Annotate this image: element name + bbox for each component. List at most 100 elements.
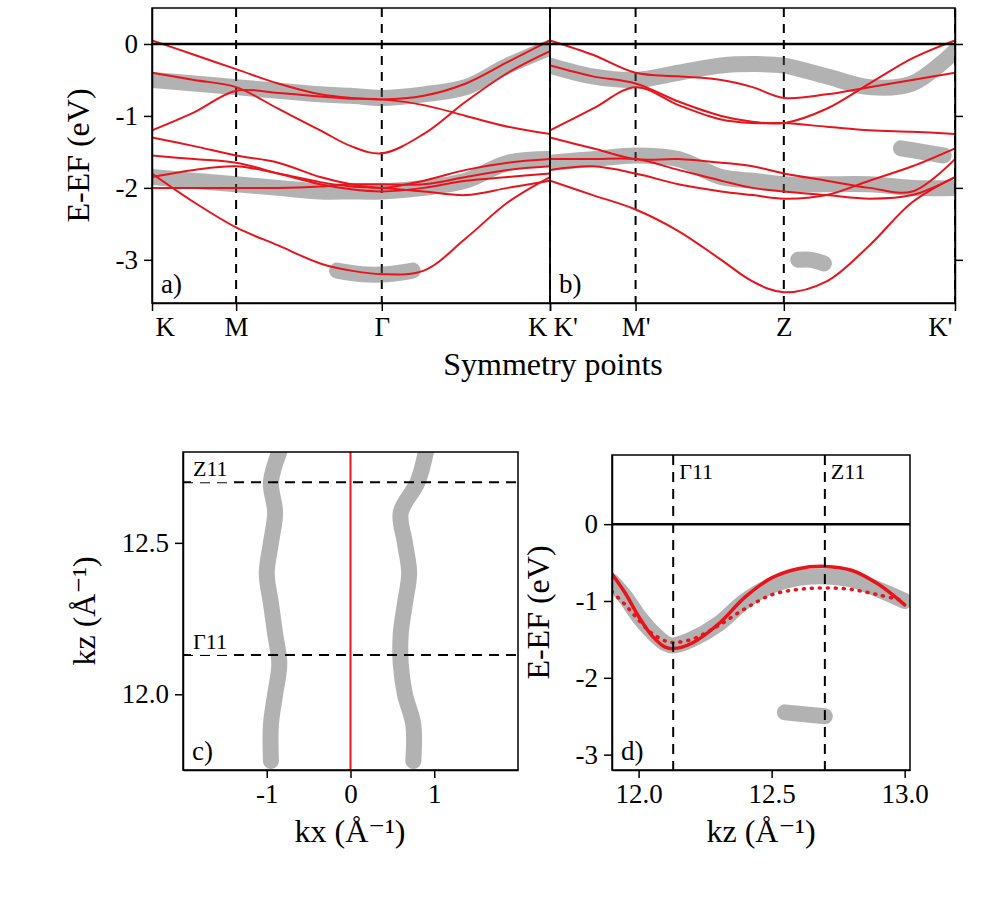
panel: -10112.012.5kx (Å⁻¹)kz (Å⁻¹)Z11Γ11c) bbox=[66, 452, 518, 849]
axis-line bbox=[152, 9, 154, 304]
grid-line bbox=[381, 8, 383, 303]
y-tick: 0 bbox=[125, 29, 153, 59]
y-tick bbox=[955, 116, 963, 117]
x-tick: K' bbox=[551, 303, 578, 342]
annotation-line bbox=[183, 481, 518, 483]
panel-letter: a) bbox=[161, 269, 182, 299]
tick-mark bbox=[434, 770, 436, 778]
tick-label: 12.5 bbox=[122, 528, 169, 558]
label-background bbox=[829, 458, 868, 485]
tick-mark bbox=[955, 260, 963, 262]
band-line bbox=[550, 40, 955, 123]
x-tick: 1 bbox=[428, 770, 442, 809]
x-tick: M' bbox=[622, 303, 651, 342]
tick-mark bbox=[955, 188, 963, 190]
y-tick: -1 bbox=[576, 586, 613, 616]
label-background bbox=[159, 268, 184, 300]
axis-line bbox=[955, 9, 957, 304]
plot-area bbox=[183, 452, 518, 770]
tick-label: Γ bbox=[374, 312, 390, 342]
axis-title: kz (Å⁻¹) bbox=[66, 556, 102, 665]
tick-mark bbox=[267, 770, 269, 778]
panel: 12.012.513.00-1-2-3kz (Å⁻¹)E-EF (eV)Γ11Z… bbox=[520, 455, 929, 849]
x-tick: M bbox=[225, 303, 249, 342]
reference-line bbox=[550, 43, 955, 46]
x-tick: Γ bbox=[374, 303, 390, 342]
tick-mark bbox=[175, 543, 183, 545]
tick-label: 0 bbox=[585, 509, 599, 539]
band-line bbox=[612, 566, 905, 648]
y-tick: -2 bbox=[576, 663, 613, 693]
y-axis: 12.012.5 bbox=[122, 453, 184, 771]
x-axis: KMΓK bbox=[153, 303, 551, 342]
plot-frame bbox=[152, 8, 550, 303]
grid-line bbox=[783, 8, 785, 303]
axis-line bbox=[613, 770, 911, 772]
tick-mark bbox=[175, 694, 183, 696]
tick-label: M bbox=[225, 312, 249, 342]
tick-mark bbox=[550, 303, 552, 311]
tick-label: K' bbox=[928, 312, 952, 342]
label-background bbox=[190, 735, 215, 767]
tick-mark bbox=[904, 770, 906, 778]
tick-label: -2 bbox=[576, 663, 599, 693]
tick-mark bbox=[604, 601, 612, 603]
tick-mark bbox=[955, 44, 963, 46]
band-line bbox=[350, 452, 352, 770]
figure: KMΓK0-1-2-3Symmetry pointsE-EF (eV)a)K'M… bbox=[0, 0, 998, 907]
band-line bbox=[550, 158, 955, 198]
tick-label: Z bbox=[776, 312, 793, 342]
axis-title: kz (Å⁻¹) bbox=[706, 813, 815, 849]
y-axis bbox=[955, 9, 963, 304]
tick-label: 0 bbox=[344, 779, 358, 809]
tick-mark bbox=[638, 770, 640, 778]
intensity-band bbox=[400, 452, 426, 761]
band-line bbox=[612, 588, 905, 643]
tick-label: 1 bbox=[428, 779, 442, 809]
panel-letter: b) bbox=[559, 269, 582, 299]
panel-letter: d) bbox=[621, 736, 644, 766]
tick-mark bbox=[152, 303, 154, 311]
band-line bbox=[550, 138, 955, 193]
annotation: Z11 bbox=[193, 456, 228, 481]
y-tick: 0 bbox=[585, 509, 613, 539]
y-axis: 0-1-2-3 bbox=[576, 456, 613, 771]
x-tick: Z bbox=[776, 303, 793, 342]
y-tick: -2 bbox=[116, 173, 153, 203]
y-tick bbox=[955, 44, 963, 45]
grid-line bbox=[152, 8, 153, 303]
x-axis: -101 bbox=[184, 770, 519, 809]
tick-label: K' bbox=[554, 312, 578, 342]
x-axis: 12.012.513.0 bbox=[613, 770, 929, 809]
band-line bbox=[152, 173, 550, 274]
plot-area bbox=[550, 8, 955, 303]
y-tick bbox=[955, 260, 963, 261]
tick-label: M' bbox=[622, 312, 651, 342]
annotation-line bbox=[824, 455, 826, 770]
band-line bbox=[550, 148, 955, 198]
band-line bbox=[152, 166, 550, 188]
plot-frame bbox=[550, 8, 955, 303]
tick-mark bbox=[635, 303, 637, 311]
band-line bbox=[550, 87, 955, 134]
axis-line bbox=[551, 303, 956, 305]
label-background bbox=[191, 628, 229, 655]
tick-label: 13.0 bbox=[882, 779, 929, 809]
x-tick: 12.0 bbox=[615, 770, 662, 809]
plot-frame bbox=[183, 452, 518, 770]
tick-mark bbox=[382, 303, 384, 311]
panel-letter: c) bbox=[192, 736, 213, 766]
tick-label: -2 bbox=[116, 173, 139, 203]
band-line bbox=[152, 166, 550, 195]
axis-title: E-EF (eV) bbox=[60, 88, 96, 222]
axis-line bbox=[183, 453, 185, 771]
label-background bbox=[191, 455, 230, 482]
band-line bbox=[550, 177, 955, 292]
annotation: Γ11 bbox=[679, 459, 713, 484]
tick-label: K bbox=[528, 312, 548, 342]
tick-label: -3 bbox=[116, 245, 139, 275]
intensity-band bbox=[267, 452, 280, 761]
axis-title: kx (Å⁻¹) bbox=[295, 813, 406, 849]
x-tick: 13.0 bbox=[882, 770, 929, 809]
label-background bbox=[619, 735, 646, 767]
